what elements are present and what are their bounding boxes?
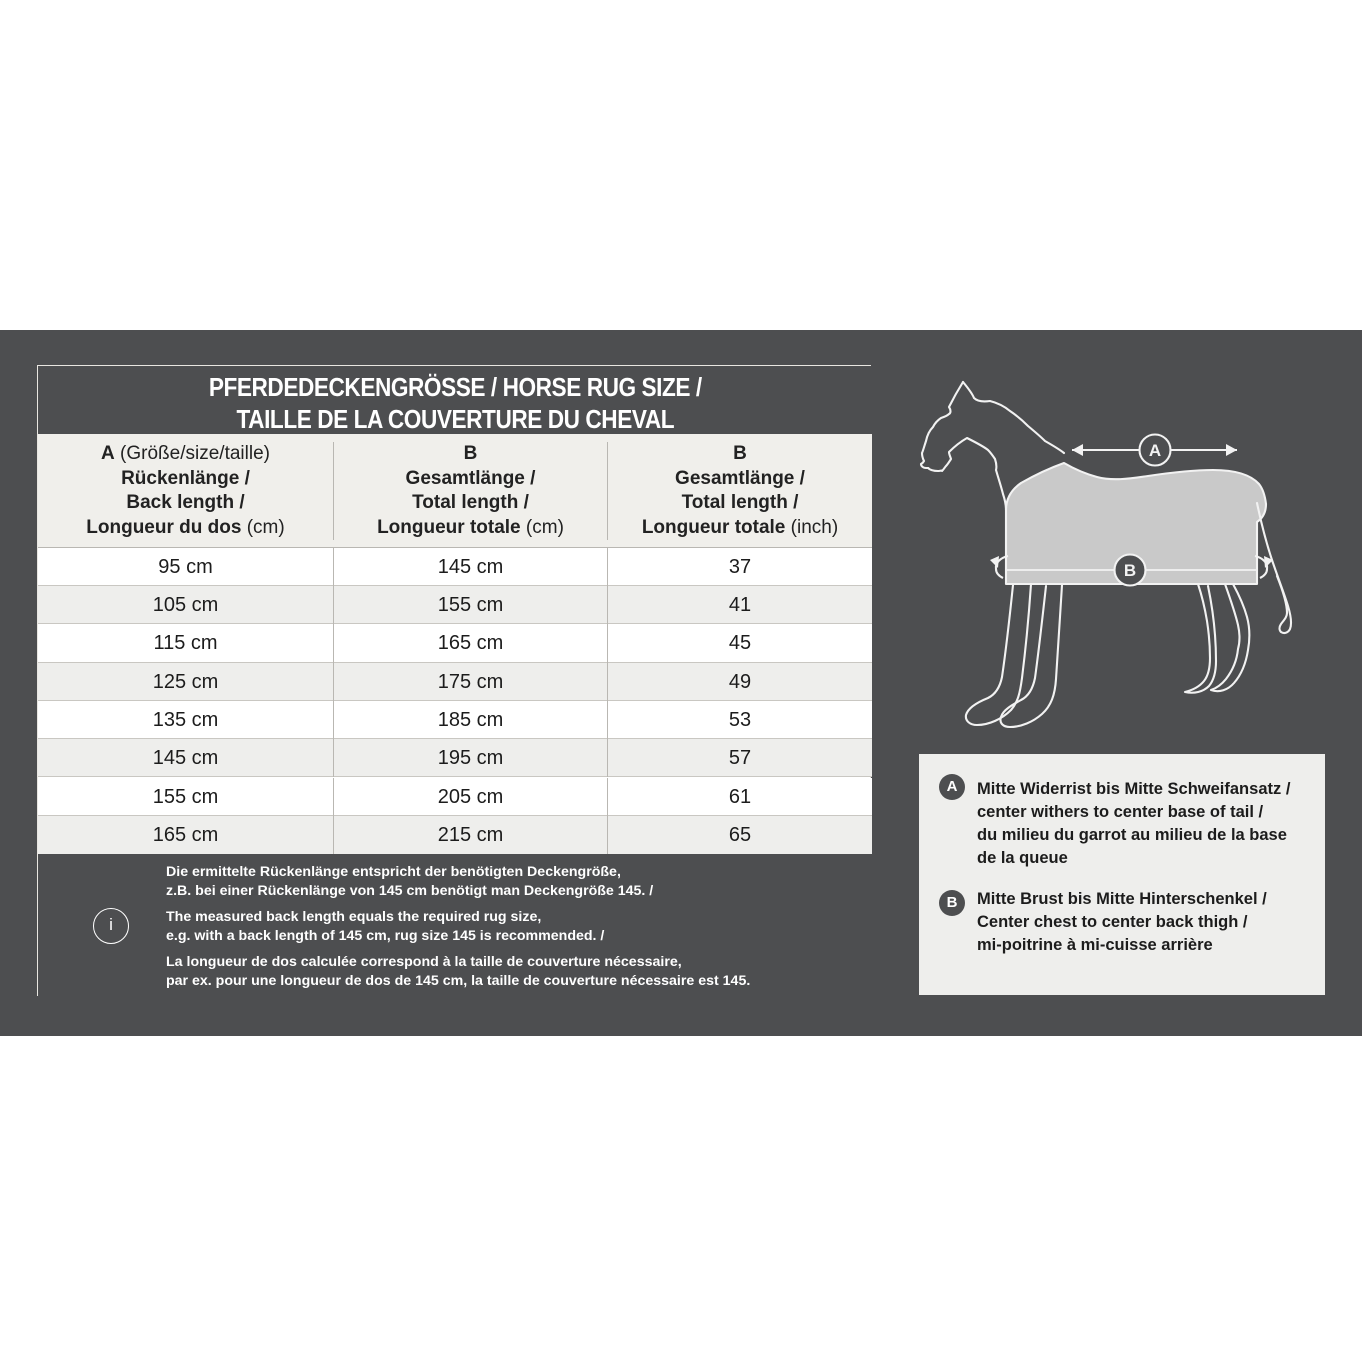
svg-text:B: B bbox=[1124, 561, 1136, 580]
svg-text:A: A bbox=[1149, 441, 1161, 460]
